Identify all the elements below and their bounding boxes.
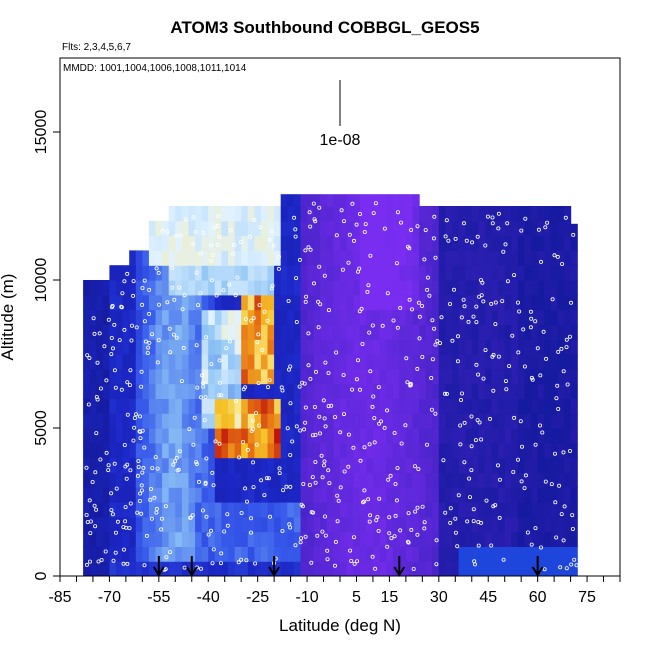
- x-axis: -85 -70 -55 -40 -25 -10 5 15 30 45 60 75: [48, 576, 621, 606]
- arrows: [152, 556, 544, 577]
- y-tick-label: 10000: [33, 258, 50, 303]
- heatmap-cells: [83, 194, 578, 576]
- x-tick-label: -85: [48, 589, 71, 606]
- x-axis-label: Latitude (deg N): [279, 616, 401, 635]
- arrow-head: [268, 566, 280, 577]
- x-tick-label: -40: [197, 589, 220, 606]
- chart-title: ATOM3 Southbound COBBGL_GEOS5: [170, 18, 480, 37]
- x-tick-label: 75: [578, 589, 596, 606]
- x-tick-label: -10: [295, 589, 318, 606]
- y-axis-label: Altitude (m): [0, 274, 17, 361]
- x-tick-label: 60: [529, 589, 547, 606]
- arrow-head: [152, 566, 165, 577]
- x-tick-label: -70: [98, 589, 121, 606]
- x-tick-label: 30: [430, 589, 448, 606]
- y-tick-label: 5000: [33, 410, 50, 446]
- scale-annotation: 1e-08: [320, 132, 361, 149]
- x-tick-label: -25: [246, 589, 269, 606]
- flights-subtitle: Flts: 2,3,4,5,6,7: [62, 42, 131, 53]
- x-tick-label: 5: [352, 589, 361, 606]
- y-tick-label: 15000: [33, 110, 50, 155]
- x-tick-label: -55: [147, 589, 170, 606]
- measurement-dots: [84, 201, 579, 572]
- dates-subtitle: MMDD: 1001,1004,1006,1008,1011,1014: [63, 63, 247, 74]
- arrow-head: [531, 566, 544, 577]
- x-tick-label: 45: [479, 589, 497, 606]
- arrow-head: [185, 566, 198, 577]
- y-axis: 0 5000 10000 15000: [33, 110, 60, 580]
- y-tick-label: 0: [33, 571, 50, 580]
- x-tick-label: 15: [381, 589, 399, 606]
- arrow-head: [393, 566, 406, 577]
